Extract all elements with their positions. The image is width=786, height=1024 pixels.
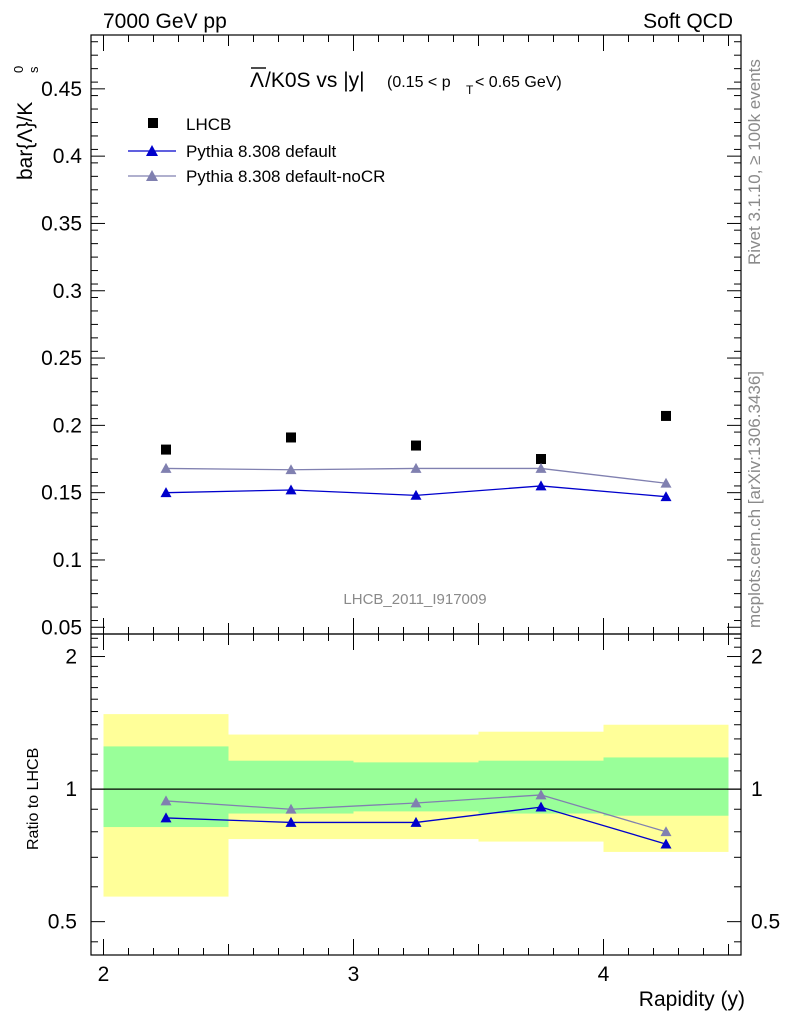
- lhcb-data-point: [286, 432, 296, 443]
- lhcb-data-point: [661, 410, 671, 421]
- x-tick-label: 3: [348, 963, 360, 986]
- legend-marker-lhcb: [148, 118, 158, 128]
- header-energy: 7000 GeV pp: [103, 10, 227, 33]
- y-label-superscript: 0: [11, 66, 26, 73]
- main-plot-marks: [160, 410, 672, 502]
- pythia-nocr-point: [660, 477, 672, 488]
- pythia-default-point: [285, 484, 297, 495]
- ratio-plot-marks: [91, 714, 741, 897]
- mcplots-reference-label: mcplots.cern.ch [arXiv:1306.3436]: [745, 371, 764, 628]
- rivet-version-label: Rivet 3.1.10, ≥ 100k events: [745, 59, 764, 265]
- header-process: Soft QCD: [643, 10, 733, 33]
- ratio-y-axis-label: Ratio to LHCB: [25, 748, 42, 850]
- main-y-axis-label: bar{Λ}/K s 0: [11, 66, 41, 180]
- ratio-default-point: [535, 801, 547, 812]
- y-label-subscript: s: [26, 66, 41, 73]
- ratio-y-tick-label-right: 0.5: [751, 911, 780, 934]
- ratio-y-tick-label-right: 1: [751, 778, 763, 801]
- ratio-default-point: [410, 816, 422, 827]
- ratio-y-tick-label: 1: [65, 778, 77, 801]
- main-y-tick-label: 0.2: [53, 414, 82, 437]
- lhcb-data-point: [536, 454, 546, 465]
- legend-marker-default: [146, 145, 158, 156]
- ratio-nocr-point: [410, 797, 422, 808]
- analysis-id-label: LHCB_2011_I917009: [343, 591, 486, 608]
- x-axis-label: Rapidity (y): [639, 988, 745, 1011]
- legend-label-default: Pythia 8.308 default: [186, 142, 337, 161]
- main-y-tick-label: 0.1: [53, 549, 82, 572]
- lhcb-data-point: [161, 444, 171, 455]
- ratio-default-point: [660, 838, 672, 849]
- legend-label-lhcb: LHCB: [186, 115, 231, 134]
- pythia-default-point: [410, 489, 422, 500]
- pythia-default-point: [535, 480, 547, 491]
- ratio-nocr-point: [160, 795, 172, 806]
- pythia-nocr-point: [410, 462, 422, 473]
- ratio-y-tick-label: 0.5: [48, 911, 77, 934]
- ratio-y-tick-label-right: 2: [751, 646, 763, 669]
- x-tick-label: 2: [98, 963, 110, 986]
- ratio-y-tick-label: 2: [65, 646, 77, 669]
- pythia-nocr-point: [160, 462, 172, 473]
- pythia-nocr-point: [535, 462, 547, 473]
- main-plot: 0.05 0.1 0.15 0.2 0.25 0.3 0.35 0.4 0.45 Λ /K0S …: [11, 34, 742, 639]
- main-y-tick-label: 0.15: [41, 482, 82, 505]
- x-axis-ticks: 2 3 4: [98, 35, 729, 986]
- title-main: /K0S vs |y|: [265, 69, 365, 92]
- ratio-default-point: [285, 816, 297, 827]
- main-y-ticks: 0.05 0.1 0.15 0.2 0.25 0.3 0.35 0.4 0.45: [41, 41, 741, 639]
- main-y-tick-label: 0.3: [53, 280, 82, 303]
- main-y-tick-label: 0.45: [41, 78, 82, 101]
- pythia-nocr-point: [285, 464, 297, 475]
- pythia-default-point: [160, 487, 172, 498]
- title-range-open: (0.15 < p: [387, 74, 451, 91]
- main-plot-title: Λ /K0S vs |y| (0.15 < p T < 0.65 GeV): [250, 67, 562, 97]
- uncertainty-band-inner: [603, 757, 729, 816]
- main-y-tick-label: 0.05: [41, 616, 82, 639]
- ratio-nocr-point: [285, 803, 297, 814]
- y-label-text: bar{Λ}/K: [14, 102, 37, 180]
- legend-label-nocr: Pythia 8.308 default-noCR: [186, 167, 385, 186]
- main-y-tick-label: 0.4: [53, 145, 83, 168]
- ratio-plot: 0.5 0.5 1 1 2 2 2 3 4 Ratio to LHCB Rapidity (y…: [25, 35, 780, 1011]
- lhcb-data-point: [411, 440, 421, 451]
- pythia-default-point: [660, 491, 672, 502]
- title-range-sub: T: [466, 83, 474, 97]
- ratio-plot-frame: [90, 633, 742, 956]
- main-y-tick-label: 0.35: [41, 212, 82, 235]
- ratio-y-ticks: 0.5 0.5 1 1 2 2: [48, 637, 780, 943]
- ratio-nocr-point: [535, 789, 547, 800]
- ratio-default-point: [160, 812, 172, 823]
- title-lambda: Λ: [250, 69, 264, 92]
- main-y-tick-label: 0.25: [41, 347, 82, 370]
- x-tick-label: 4: [598, 963, 610, 986]
- title-range-close: < 0.65 GeV): [475, 74, 562, 91]
- legend-marker-nocr: [146, 170, 158, 181]
- legend: LHCB Pythia 8.308 default Pythia 8.308 d…: [128, 115, 385, 186]
- ratio-nocr-point: [660, 826, 672, 837]
